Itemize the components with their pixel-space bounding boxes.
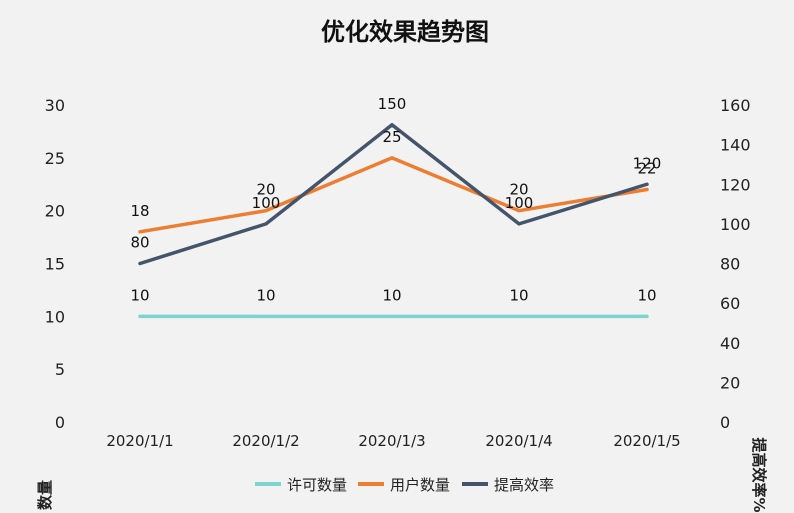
legend: 许可数量 用户数量 提高效率 — [255, 476, 554, 494]
data-point — [645, 182, 649, 186]
data-label: 150 — [378, 95, 407, 113]
data-label: 10 — [509, 286, 528, 304]
y-right-tick-label: 160 — [720, 96, 751, 115]
data-point — [138, 314, 142, 318]
data-point — [138, 262, 142, 265]
x-axis: 2020/1/1 2020/1/2 2020/1/3 2020/1/4 2020/1/5 — [106, 432, 680, 450]
y-left-tick-label: 25 — [45, 149, 65, 168]
y-left-tick-label: 5 — [55, 360, 65, 379]
legend-label: 用户数量 — [390, 476, 450, 494]
data-label: 120 — [633, 154, 662, 172]
y-left-tick-label: 0 — [55, 413, 65, 432]
data-label: 10 — [256, 286, 275, 304]
data-point — [517, 314, 521, 318]
data-point — [264, 314, 268, 318]
y-left-tick-label: 30 — [45, 96, 65, 115]
data-point — [645, 188, 649, 192]
y-right-tick-label: 140 — [720, 136, 751, 155]
data-label: 20 — [256, 181, 275, 199]
y-right-tick-label: 80 — [720, 255, 740, 274]
y-right-axis-title: 提高效率% — [750, 437, 768, 512]
y-right-tick-label: 120 — [720, 175, 751, 194]
data-label: 10 — [382, 286, 401, 304]
data-point — [517, 222, 521, 226]
data-point — [264, 209, 268, 213]
x-tick-label: 2020/1/3 — [358, 432, 425, 450]
data-point — [138, 230, 142, 234]
y-left-tick-label: 10 — [45, 307, 65, 326]
data-label: 20 — [509, 181, 528, 199]
y-right-tick-label: 0 — [720, 413, 730, 432]
data-label: 10 — [130, 286, 149, 304]
data-point — [390, 123, 394, 127]
legend-label: 许可数量 — [287, 476, 347, 494]
data-point — [264, 222, 268, 226]
data-label: 80 — [130, 234, 149, 252]
data-label: 100 — [505, 194, 534, 212]
y-right-tick-label: 40 — [720, 334, 740, 353]
chart-title: 优化效果趋势图 — [321, 18, 489, 46]
y-left-axis: 0 5 10 15 20 25 30 — [45, 96, 65, 432]
data-point — [390, 156, 394, 160]
data-point — [645, 314, 649, 318]
data-point — [390, 314, 394, 318]
data-label: 10 — [637, 286, 656, 304]
series-line-2 — [138, 156, 649, 234]
series-lines — [138, 123, 649, 319]
y-right-tick-label: 60 — [720, 294, 740, 313]
x-tick-label: 2020/1/5 — [613, 432, 680, 450]
data-point — [517, 209, 521, 213]
data-labels: 10 10 10 10 10 18 20 25 20 22 80 100 150 100 120 — [130, 95, 661, 305]
y-left-tick-label: 20 — [45, 202, 65, 221]
data-label: 100 — [252, 194, 281, 212]
data-label: 25 — [382, 128, 401, 146]
y-right-tick-label: 100 — [720, 215, 751, 234]
data-label: 18 — [130, 202, 149, 220]
y-left-tick-label: 15 — [45, 255, 65, 274]
x-tick-label: 2020/1/2 — [232, 432, 299, 450]
legend-label: 提高效率 — [494, 476, 554, 494]
y-right-axis: 0 20 40 60 80 100 120 140 160 — [720, 96, 751, 432]
y-left-axis-title: 数量 — [36, 480, 54, 510]
x-tick-label: 2020/1/1 — [106, 432, 173, 450]
data-label: 22 — [637, 160, 656, 178]
y-right-tick-label: 20 — [720, 373, 740, 392]
x-tick-label: 2020/1/4 — [485, 432, 552, 450]
